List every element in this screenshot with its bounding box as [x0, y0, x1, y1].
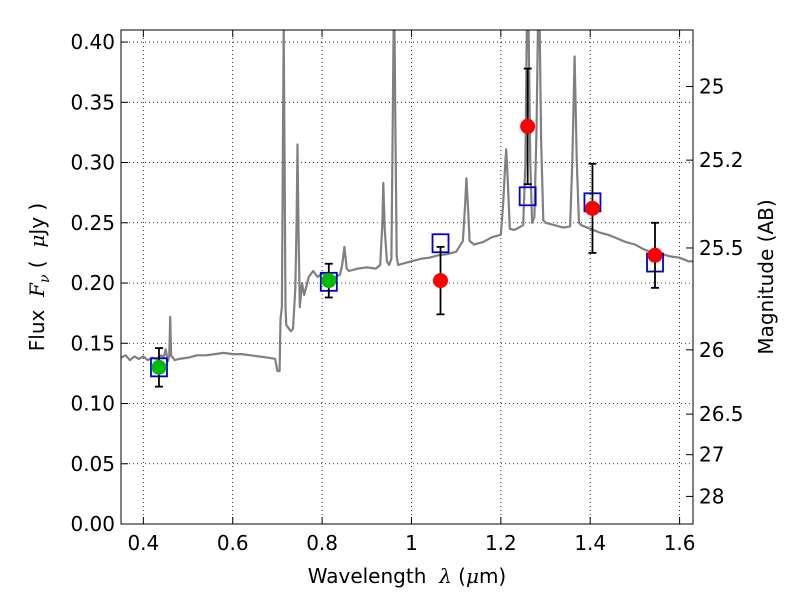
red-data-point — [433, 273, 449, 289]
red-data-point — [647, 247, 663, 263]
x-tick-label: 1.6 — [664, 531, 696, 555]
x-tick-label: 1.4 — [574, 531, 606, 555]
model-square-marker — [518, 186, 537, 207]
right-axis-label: Magnitude (AB) — [754, 199, 778, 354]
y-tick-label: 0.25 — [70, 211, 115, 235]
x-tick-label: 0.4 — [127, 531, 159, 555]
green-data-point — [151, 359, 167, 375]
y-axis-label: Flux Fν ( μJy ) — [25, 203, 53, 351]
right-tick-label: 25 — [699, 75, 724, 99]
plot-content — [121, 30, 693, 388]
x-tick-label: 1 — [405, 531, 418, 555]
y-tick-label: 0.40 — [70, 30, 115, 54]
plot-frame — [120, 29, 694, 525]
right-tick-label: 28 — [699, 484, 724, 508]
x-tick-label: 0.8 — [306, 531, 338, 555]
right-tick-label: 25.5 — [699, 236, 744, 260]
right-tick-label: 26 — [699, 338, 724, 362]
right-tick-label: 26.5 — [699, 402, 744, 426]
y-tick-label: 0.35 — [70, 90, 115, 114]
right-tick-label: 25.2 — [699, 148, 744, 172]
axis-ticks: 0.4 0.6 0.8 1 1.2 1.4 1.6 0.00 0.05 0.10 0.15 0.20 0… — [70, 30, 744, 555]
plot-area-background — [121, 30, 693, 524]
red-data-point — [584, 200, 600, 216]
y-tick-label: 0.15 — [70, 331, 115, 355]
x-tick-label: 0.6 — [217, 531, 249, 555]
right-tick-label: 27 — [699, 443, 724, 467]
green-data-point — [321, 273, 337, 289]
y-tick-label: 0.05 — [70, 452, 115, 476]
y-tick-label: 0.30 — [70, 151, 115, 175]
red-data-point — [520, 118, 536, 134]
x-axis-label: Wavelength λ (μm) — [308, 564, 507, 588]
spectrum-line — [121, 30, 693, 373]
y-tick-label: 0.00 — [70, 512, 115, 536]
x-tick-label: 1.2 — [485, 531, 517, 555]
y-tick-label: 0.10 — [70, 392, 115, 416]
y-tick-label: 0.20 — [70, 271, 115, 295]
